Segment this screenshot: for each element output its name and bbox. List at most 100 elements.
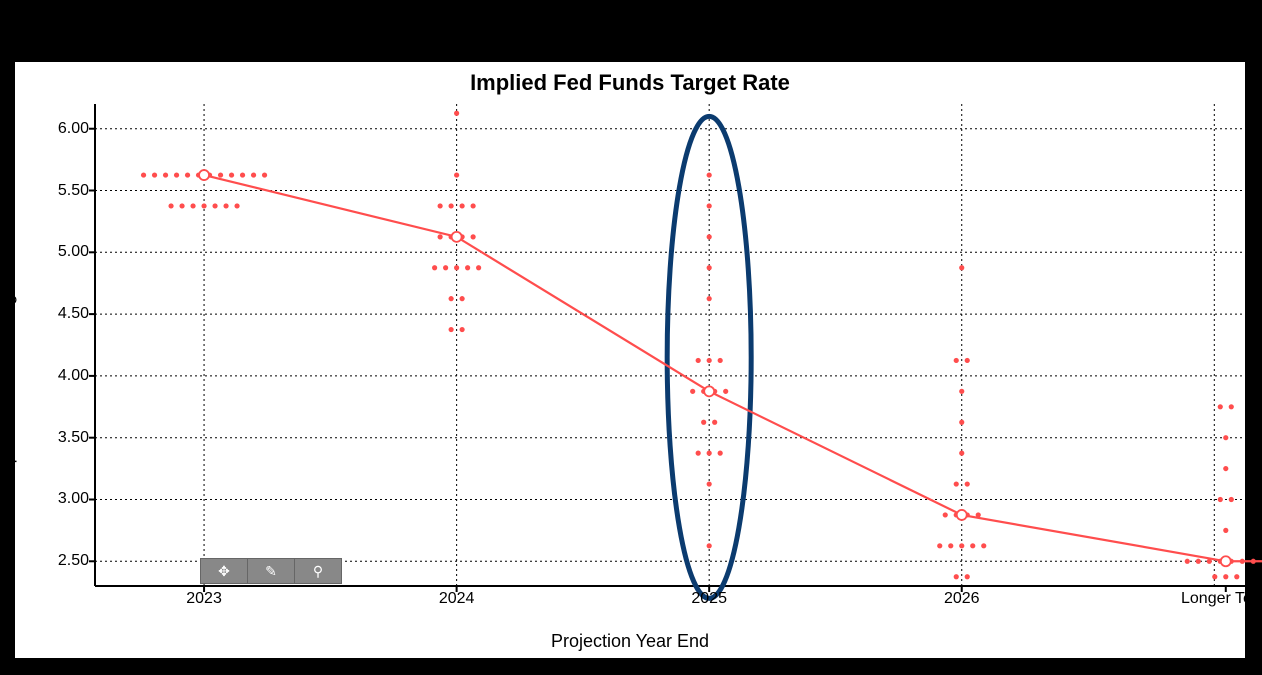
projection-dot — [229, 172, 234, 177]
projection-dot — [454, 172, 459, 177]
median-marker — [957, 510, 967, 520]
projection-dot — [163, 172, 168, 177]
y-tick-label: 6.00 — [58, 120, 95, 138]
projection-dot — [707, 481, 712, 486]
y-tick-label: 5.00 — [58, 243, 95, 261]
projection-dot — [465, 265, 470, 270]
projection-dot — [1196, 559, 1201, 564]
projection-dot — [707, 172, 712, 177]
projection-dot — [954, 574, 959, 579]
median-marker — [199, 170, 209, 180]
toolbar-move-button[interactable]: ✥ — [201, 559, 248, 583]
chart-toolbar: ✥ ✎ ⚲ — [200, 558, 342, 584]
x-tick-label: 2026 — [944, 586, 980, 608]
x-tick-label: Longer Term — [1181, 586, 1262, 608]
x-tick-label: 2024 — [439, 586, 475, 608]
projection-dot — [707, 203, 712, 208]
y-tick-label: 3.50 — [58, 429, 95, 447]
projection-dot — [1218, 404, 1223, 409]
plot-area: 2.503.003.504.004.505.005.506.0020232024… — [95, 104, 1243, 586]
projection-dot — [718, 451, 723, 456]
projection-dot — [959, 389, 964, 394]
projection-dot — [251, 172, 256, 177]
projection-dot — [234, 203, 239, 208]
projection-dot — [696, 451, 701, 456]
projection-dot — [201, 203, 206, 208]
projection-dot — [460, 327, 465, 332]
projection-dot — [970, 543, 975, 548]
projection-dot — [1229, 497, 1234, 502]
projection-dot — [190, 203, 195, 208]
projection-dot — [712, 420, 717, 425]
projection-dot — [262, 172, 267, 177]
projection-dot — [959, 543, 964, 548]
projection-dot — [981, 543, 986, 548]
projection-dot — [438, 203, 443, 208]
projection-dot — [959, 420, 964, 425]
projection-dot — [454, 265, 459, 270]
projection-dot — [141, 172, 146, 177]
projection-dot — [1218, 497, 1223, 502]
projection-dot — [696, 358, 701, 363]
projection-dot — [723, 389, 728, 394]
projection-dot — [1229, 404, 1234, 409]
zoom-icon: ⚲ — [313, 563, 323, 580]
projection-dot — [707, 296, 712, 301]
projection-dot — [707, 358, 712, 363]
median-marker — [452, 232, 462, 242]
toolbar-draw-button[interactable]: ✎ — [248, 559, 295, 583]
projection-dot — [707, 234, 712, 239]
projection-dot — [1234, 574, 1239, 579]
projection-dot — [959, 451, 964, 456]
projection-dot — [454, 111, 459, 116]
toolbar-zoom-button[interactable]: ⚲ — [295, 559, 341, 583]
projection-dot — [707, 451, 712, 456]
draw-icon: ✎ — [265, 563, 277, 580]
projection-dot — [449, 296, 454, 301]
projection-dot — [476, 265, 481, 270]
projection-dot — [438, 234, 443, 239]
projection-dot — [707, 265, 712, 270]
median-marker — [704, 386, 714, 396]
projection-dot — [1185, 559, 1190, 564]
projection-dot — [471, 203, 476, 208]
projection-dot — [959, 265, 964, 270]
projection-dot — [449, 327, 454, 332]
projection-dot — [1212, 574, 1217, 579]
projection-dot — [965, 481, 970, 486]
projection-dot — [1223, 466, 1228, 471]
projection-dot — [185, 172, 190, 177]
y-tick-label: 4.50 — [58, 305, 95, 323]
projection-dot — [943, 512, 948, 517]
projection-dot — [1223, 528, 1228, 533]
projection-dot — [460, 296, 465, 301]
projection-dot — [965, 574, 970, 579]
x-tick-label: 2025 — [691, 586, 727, 608]
projection-dot — [443, 265, 448, 270]
projection-dot — [718, 358, 723, 363]
projection-dot — [701, 420, 706, 425]
projection-dot — [223, 203, 228, 208]
projection-dot — [432, 265, 437, 270]
chart-title: Implied Fed Funds Target Rate — [15, 70, 1245, 96]
projection-dot — [449, 203, 454, 208]
median-line — [204, 175, 1262, 561]
median-marker — [1221, 556, 1231, 566]
projection-dot — [948, 543, 953, 548]
projection-dot — [1223, 574, 1228, 579]
projection-dot — [937, 543, 942, 548]
projection-dot — [168, 203, 173, 208]
x-axis-label: Projection Year End — [15, 631, 1245, 652]
projection-dot — [218, 172, 223, 177]
y-tick-label: 2.50 — [58, 552, 95, 570]
move-icon: ✥ — [218, 563, 230, 580]
projection-dot — [212, 203, 217, 208]
projection-dot — [1223, 435, 1228, 440]
projection-dot — [954, 358, 959, 363]
highlight-ellipse — [667, 116, 751, 598]
projection-dot — [179, 203, 184, 208]
projection-dot — [707, 543, 712, 548]
y-axis-label: Implied Fed Funds Target Rate — [0, 237, 18, 484]
projection-dot — [240, 172, 245, 177]
projection-dot — [460, 203, 465, 208]
